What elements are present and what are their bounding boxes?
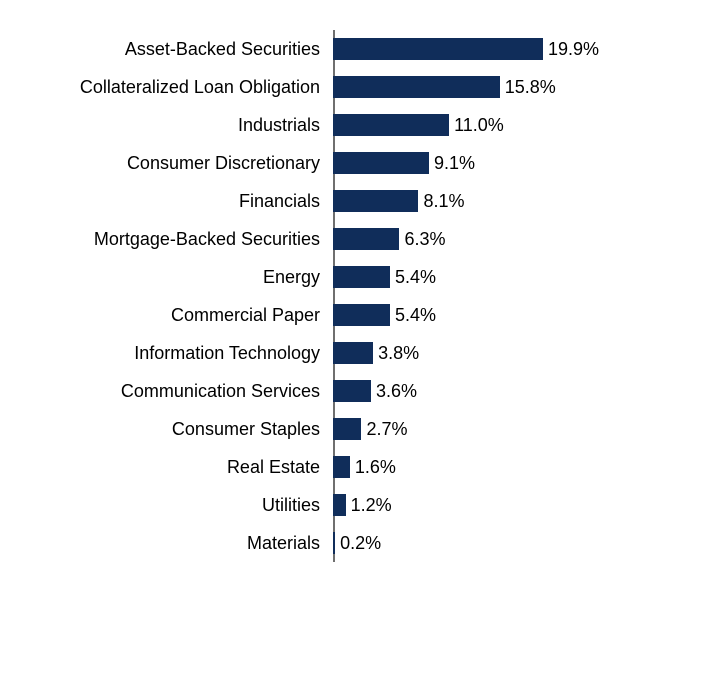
- chart-row: Consumer Discretionary 9.1%: [0, 144, 704, 182]
- bar-area: 6.3%: [333, 220, 704, 258]
- bar: [333, 418, 361, 440]
- chart-row: Energy 5.4%: [0, 258, 704, 296]
- chart-row: Asset-Backed Securities 19.9%: [0, 30, 704, 68]
- category-label: Mortgage-Backed Securities: [0, 229, 333, 250]
- bar-area: 11.0%: [333, 106, 704, 144]
- bar: [333, 114, 449, 136]
- bar-area: 1.6%: [333, 448, 704, 486]
- category-label: Materials: [0, 533, 333, 554]
- bar-area: 19.9%: [333, 30, 704, 68]
- bar: [333, 380, 371, 402]
- chart-row: Collateralized Loan Obligation 15.8%: [0, 68, 704, 106]
- value-label: 9.1%: [429, 153, 475, 174]
- category-label: Collateralized Loan Obligation: [0, 77, 333, 98]
- category-label: Information Technology: [0, 343, 333, 364]
- category-label: Commercial Paper: [0, 305, 333, 326]
- bar-area: 5.4%: [333, 296, 704, 334]
- allocation-bar-chart: Asset-Backed Securities 19.9% Collateraliz…: [0, 30, 704, 562]
- bar: [333, 152, 429, 174]
- bar-area: 5.4%: [333, 258, 704, 296]
- category-label: Communication Services: [0, 381, 333, 402]
- bar: [333, 342, 373, 364]
- category-label: Industrials: [0, 115, 333, 136]
- chart-row: Financials 8.1%: [0, 182, 704, 220]
- value-label: 3.6%: [371, 381, 417, 402]
- bar: [333, 190, 418, 212]
- category-label: Consumer Staples: [0, 419, 333, 440]
- category-label: Asset-Backed Securities: [0, 39, 333, 60]
- bar: [333, 266, 390, 288]
- bar-area: 3.6%: [333, 372, 704, 410]
- value-label: 1.2%: [346, 495, 392, 516]
- chart-row: Industrials 11.0%: [0, 106, 704, 144]
- chart-row: Materials0.2%: [0, 524, 704, 562]
- chart-row: Real Estate 1.6%: [0, 448, 704, 486]
- bar: [333, 76, 500, 98]
- category-label: Energy: [0, 267, 333, 288]
- bar-area: 0.2%: [333, 524, 704, 562]
- value-label: 15.8%: [500, 77, 556, 98]
- chart-row: Commercial Paper 5.4%: [0, 296, 704, 334]
- bar: [333, 228, 399, 250]
- category-label: Consumer Discretionary: [0, 153, 333, 174]
- bar-area: 9.1%: [333, 144, 704, 182]
- bar: [333, 456, 350, 478]
- bar: [333, 38, 543, 60]
- bar-area: 8.1%: [333, 182, 704, 220]
- value-label: 5.4%: [390, 305, 436, 326]
- chart-row: Consumer Staples 2.7%: [0, 410, 704, 448]
- value-label: 11.0%: [449, 115, 504, 136]
- chart-row: Communication Services 3.6%: [0, 372, 704, 410]
- chart-row: Mortgage-Backed Securities 6.3%: [0, 220, 704, 258]
- chart-row: Utilities 1.2%: [0, 486, 704, 524]
- value-label: 6.3%: [399, 229, 445, 250]
- bar: [333, 494, 346, 516]
- value-label: 8.1%: [418, 191, 464, 212]
- bar: [333, 304, 390, 326]
- bar-area: 3.8%: [333, 334, 704, 372]
- category-label: Financials: [0, 191, 333, 212]
- value-label: 19.9%: [543, 39, 599, 60]
- bar-area: 15.8%: [333, 68, 704, 106]
- value-label: 5.4%: [390, 267, 436, 288]
- category-label: Utilities: [0, 495, 333, 516]
- category-label: Real Estate: [0, 457, 333, 478]
- value-label: 1.6%: [350, 457, 396, 478]
- bar-area: 2.7%: [333, 410, 704, 448]
- chart-row: Information Technology 3.8%: [0, 334, 704, 372]
- value-label: 2.7%: [361, 419, 407, 440]
- value-label: 0.2%: [335, 533, 381, 554]
- value-label: 3.8%: [373, 343, 419, 364]
- bar-area: 1.2%: [333, 486, 704, 524]
